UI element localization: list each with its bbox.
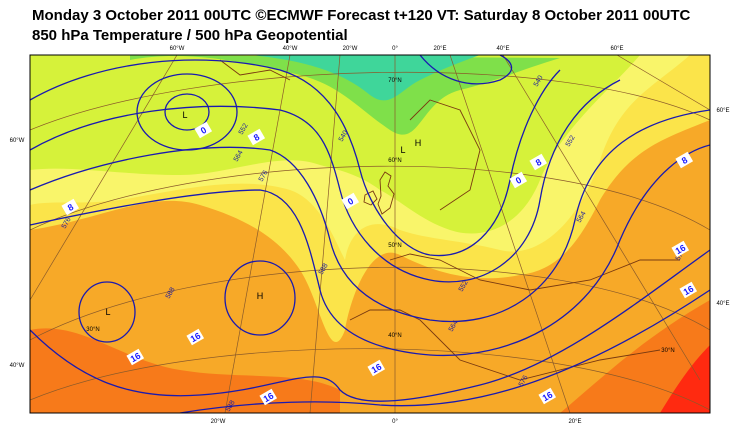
temperature-label-box bbox=[126, 348, 145, 366]
temperature-label-box bbox=[675, 151, 694, 169]
geopotential-label: 576 bbox=[258, 169, 270, 183]
temperature-label-box bbox=[186, 328, 205, 346]
temperature-label: 8 bbox=[252, 132, 261, 143]
graticule-label: 20°E bbox=[568, 419, 581, 425]
cold-zone bbox=[130, 55, 560, 135]
geopotential-label: 540 bbox=[338, 129, 350, 143]
graticule-label: 70°N bbox=[388, 78, 401, 84]
temperature-label: 16 bbox=[682, 284, 696, 298]
temperature-label: 16 bbox=[370, 362, 384, 376]
graticule bbox=[30, 55, 710, 413]
geopotential-contours bbox=[30, 55, 710, 413]
geopotential-label: 588 bbox=[165, 286, 177, 300]
graticule-label: 60°E bbox=[610, 46, 623, 52]
pressure-center: L bbox=[182, 110, 187, 120]
geopotential-label: 552 bbox=[238, 122, 250, 136]
temperature-label-box bbox=[247, 128, 266, 146]
graticule-label: 50°N bbox=[388, 243, 401, 249]
coastlines bbox=[219, 59, 680, 381]
graticule-label: 20°W bbox=[211, 419, 226, 425]
temperature-label: 8 bbox=[680, 155, 689, 166]
temperature-label: 16 bbox=[674, 243, 688, 257]
map-frame bbox=[29, 54, 711, 414]
temperature-label: 16 bbox=[541, 390, 555, 404]
geopotential-label: 588 bbox=[225, 399, 237, 413]
geopotential-label: 552 bbox=[565, 134, 577, 148]
temperature-label: 16 bbox=[189, 331, 203, 345]
graticule-label: 30°N bbox=[86, 327, 99, 333]
hottest-zone bbox=[660, 345, 710, 413]
graticule-label: 0° bbox=[392, 419, 398, 425]
temperature-label-box bbox=[341, 192, 360, 210]
graticule-label: 40°W bbox=[10, 363, 25, 369]
temperature-label: 8 bbox=[534, 157, 543, 168]
temperature-label: 0 bbox=[199, 125, 208, 136]
geopotential-label: 576 bbox=[675, 248, 687, 262]
geopotential-label: 564 bbox=[448, 319, 460, 333]
temperature-label-box bbox=[194, 121, 213, 139]
pressure-center: L bbox=[105, 307, 110, 317]
geopotential-label: 588 bbox=[318, 262, 330, 276]
cool-zone bbox=[30, 55, 640, 234]
geopotential-label: 564 bbox=[576, 210, 588, 224]
pressure-center: L bbox=[400, 145, 405, 155]
geopotential-label: 564 bbox=[233, 149, 245, 163]
graticule-label: 20°E bbox=[433, 46, 446, 52]
graticule-label: 40°E bbox=[496, 46, 509, 52]
graticule-label: 60°W bbox=[10, 138, 25, 144]
pressure-center: H bbox=[415, 138, 422, 148]
temperature-label-box bbox=[538, 387, 557, 405]
geopotential-label: 576 bbox=[61, 216, 73, 230]
geopotential-label: 576 bbox=[518, 374, 530, 388]
subtitle: 850 hPa Temperature / 500 hPa Geopotenti… bbox=[32, 27, 348, 44]
graticule-label: 40°N bbox=[388, 333, 401, 339]
temperature-label-box bbox=[679, 281, 698, 299]
graticule-label: 30°N bbox=[661, 348, 674, 354]
title: Monday 3 October 2011 00UTC ©ECMWF Forec… bbox=[32, 7, 691, 24]
geopotential-label: 552 bbox=[458, 279, 470, 293]
temperature-label: 16 bbox=[129, 351, 143, 365]
graticule-label: 0° bbox=[392, 46, 398, 52]
geopotential-label: 540 bbox=[533, 74, 545, 88]
temperature-label-box bbox=[509, 171, 528, 189]
graticule-label: 60°E bbox=[716, 108, 729, 114]
temperature-label-box bbox=[259, 388, 278, 406]
temperature-label-box bbox=[367, 359, 386, 377]
temperature-label: 8 bbox=[66, 202, 75, 213]
pressure-center: H bbox=[257, 291, 264, 301]
graticule-label: 20°W bbox=[343, 46, 358, 52]
temperature-label: 16 bbox=[262, 391, 276, 405]
temperature-label-box bbox=[671, 240, 690, 258]
hot-zone bbox=[560, 300, 710, 413]
temperature-label-box bbox=[529, 153, 548, 171]
temperature-label: 0 bbox=[346, 196, 355, 207]
coldest-zone bbox=[250, 55, 480, 101]
map-area bbox=[30, 55, 710, 413]
graticule-label: 40°E bbox=[716, 301, 729, 307]
graticule-label: 40°W bbox=[283, 46, 298, 52]
graticule-label: 60°N bbox=[388, 158, 401, 164]
hot-zone bbox=[30, 328, 340, 413]
temperature-label-box bbox=[61, 198, 80, 216]
graticule-label: 60°W bbox=[170, 46, 185, 52]
temperature-label: 0 bbox=[514, 175, 523, 186]
